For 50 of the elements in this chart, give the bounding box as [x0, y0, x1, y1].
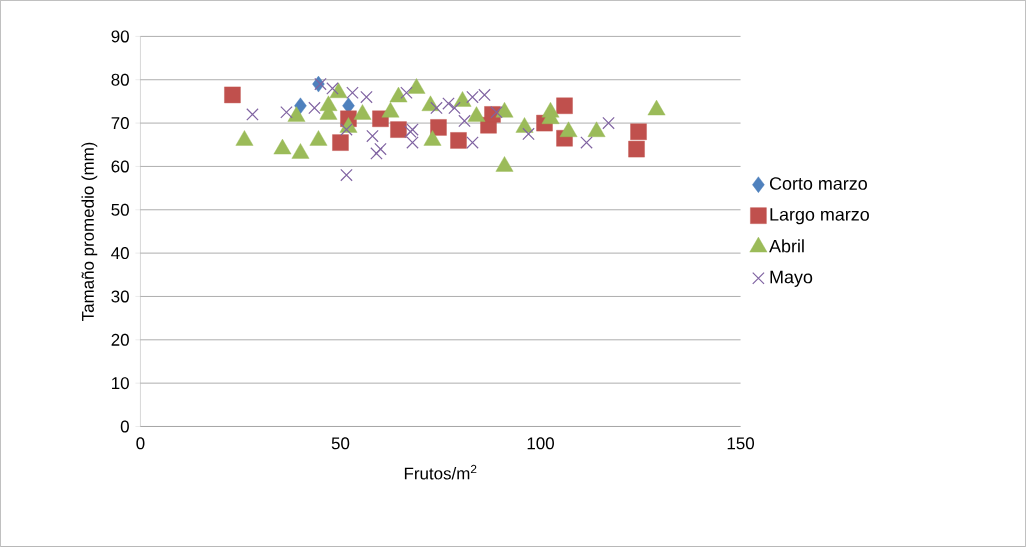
x-axis-title: Frutos/m$^{2}$ — [404, 464, 477, 480]
legend-label: Largo marzo — [770, 208, 869, 225]
point — [400, 86, 413, 100]
point — [556, 97, 573, 114]
y-tick-label: 30 — [111, 290, 129, 303]
y-tick-label: 90 — [111, 30, 129, 43]
point — [374, 142, 387, 156]
point — [580, 136, 593, 149]
point — [332, 134, 349, 151]
y-axis-title: Tamaño promedio (mm) — [81, 142, 98, 322]
y-tick-label: 60 — [111, 160, 129, 173]
y-tick-label: 70 — [111, 117, 129, 130]
point — [360, 90, 373, 104]
y-tick-label: 80 — [111, 73, 129, 86]
point — [602, 116, 615, 130]
point — [448, 101, 461, 115]
point — [308, 101, 321, 115]
point — [326, 82, 339, 95]
y-tick-label: 20 — [111, 333, 129, 346]
legend-label: Mayo — [770, 270, 813, 287]
point — [630, 123, 647, 141]
x-tick-label: 0 — [136, 437, 145, 450]
point — [366, 129, 379, 143]
point — [430, 119, 447, 136]
point — [490, 106, 503, 119]
point — [224, 86, 241, 104]
point — [406, 136, 419, 149]
legend-label: Corto marzo — [769, 177, 867, 190]
point — [280, 106, 293, 119]
point — [442, 97, 455, 110]
point — [370, 147, 383, 160]
point — [628, 140, 645, 158]
point — [458, 114, 471, 128]
point — [430, 101, 443, 115]
y-tick-label: 40 — [111, 247, 129, 260]
y-tick-label: 0 — [120, 420, 129, 433]
y-tick-label: 10 — [112, 377, 129, 390]
point — [466, 136, 479, 149]
x-tick-label: 100 — [527, 437, 554, 450]
point — [246, 108, 259, 121]
y-tick-label: 50 — [111, 203, 129, 216]
point — [340, 168, 353, 182]
point — [522, 127, 535, 141]
point — [340, 123, 353, 136]
x-tick-label: 150 — [727, 437, 755, 450]
legend-label: Abril — [769, 239, 804, 253]
point — [450, 132, 467, 149]
x-tick-label: 50 — [331, 437, 350, 450]
point — [346, 86, 359, 100]
point — [390, 121, 407, 138]
